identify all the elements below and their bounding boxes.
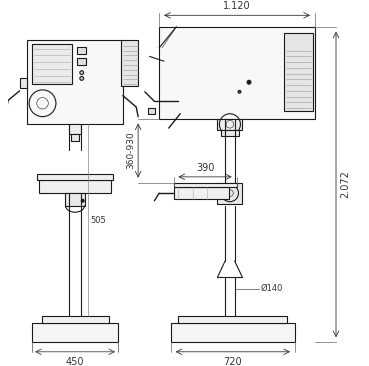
Circle shape — [238, 90, 241, 93]
Circle shape — [80, 71, 84, 75]
Bar — [159, 27, 315, 119]
Circle shape — [247, 80, 251, 84]
Bar — [121, 40, 138, 86]
Bar — [217, 119, 242, 130]
Bar — [217, 183, 242, 203]
Bar — [77, 47, 86, 53]
Text: Ø140: Ø140 — [261, 284, 283, 293]
Bar — [27, 40, 123, 124]
Bar — [170, 323, 295, 342]
Bar — [148, 108, 155, 114]
Bar — [65, 193, 85, 206]
Text: 2.072: 2.072 — [340, 171, 350, 198]
Bar — [37, 174, 113, 180]
Text: 390: 390 — [196, 163, 214, 173]
Bar — [77, 58, 86, 65]
Bar — [20, 78, 27, 88]
Bar — [71, 134, 79, 142]
Bar — [39, 180, 111, 193]
Bar — [173, 183, 237, 187]
Bar — [221, 130, 238, 136]
Bar — [32, 44, 72, 84]
Circle shape — [81, 199, 84, 202]
Bar — [178, 317, 287, 323]
Bar — [69, 124, 81, 134]
Bar — [284, 33, 313, 111]
Text: 360-930: 360-930 — [126, 132, 135, 169]
Text: 450: 450 — [66, 356, 84, 366]
Bar — [32, 323, 118, 342]
Text: 720: 720 — [224, 356, 242, 366]
Text: 1.120: 1.120 — [223, 1, 251, 11]
Circle shape — [80, 76, 84, 80]
Text: 505: 505 — [90, 216, 106, 225]
Bar — [42, 317, 108, 323]
Bar — [173, 187, 229, 199]
